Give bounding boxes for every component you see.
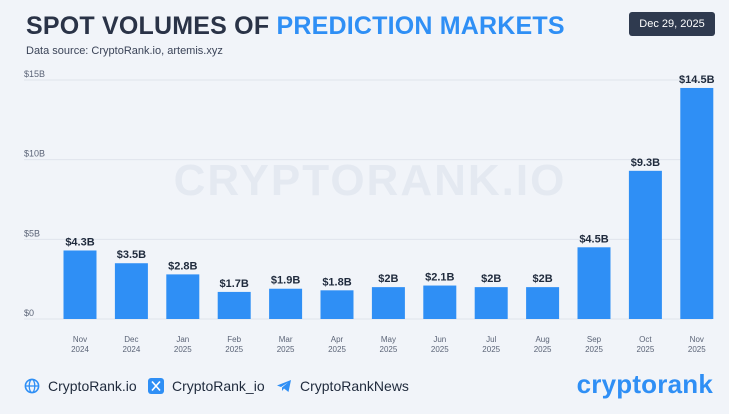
y-tick-label: $5B	[24, 228, 40, 238]
x-tick-label: 2025	[380, 345, 398, 354]
x-tick-label: 2025	[482, 345, 500, 354]
x-tick-label: Jan	[176, 335, 189, 344]
bar-value-label: $1.8B	[322, 276, 351, 288]
x-tick-label: 2025	[534, 345, 552, 354]
y-tick-label: $15B	[24, 69, 45, 79]
x-tick-label: Oct	[639, 335, 652, 344]
x-tick-label: 2024	[71, 345, 89, 354]
x-tick-label: Nov	[73, 335, 87, 344]
title-part-1: SPOT VOLUMES OF	[26, 12, 270, 40]
bar-value-label: $2B	[481, 273, 501, 285]
bar	[269, 288, 303, 319]
data-source: Data source: CryptoRank.io, artemis.xyz	[26, 45, 223, 57]
x-tick-label: Mar	[279, 335, 293, 344]
bar	[114, 263, 148, 319]
telegram-icon	[277, 380, 291, 392]
x-tick-label: 2025	[585, 345, 603, 354]
bar-value-label: $1.7B	[220, 278, 249, 290]
bar-value-label: $1.9B	[271, 275, 300, 287]
globe-icon	[24, 378, 40, 394]
x-tick-label: Apr	[331, 335, 344, 344]
title-part-2: PREDICTION MARKETS	[276, 12, 565, 40]
bar	[526, 287, 560, 319]
x-tick-label: 2025	[277, 345, 295, 354]
footer-telegram-link[interactable]: CryptoRankNews	[276, 376, 409, 396]
bar	[217, 291, 251, 319]
bar-chart: CRYPTORANK.IO $0$5B$10B$15B $4.3BNov2024…	[24, 69, 715, 354]
bar	[474, 287, 508, 319]
x-tick-label: 2024	[123, 345, 141, 354]
watermark: CRYPTORANK.IO	[174, 156, 567, 205]
x-tick-label: Feb	[227, 335, 241, 344]
bar	[371, 287, 405, 319]
bar-value-label: $2B	[378, 273, 398, 285]
bar	[577, 247, 611, 319]
bar-value-label: $4.5B	[579, 233, 608, 245]
x-tick-label: Jul	[486, 335, 496, 344]
x-logo-icon	[148, 378, 164, 394]
x-tick-label: 2025	[688, 345, 706, 354]
x-tick-label: 2025	[431, 345, 449, 354]
x-tick-label: May	[381, 335, 396, 344]
x-tick-label: 2025	[328, 345, 346, 354]
bar	[63, 250, 97, 319]
bar-value-label: $3.5B	[117, 249, 146, 261]
bar	[680, 87, 714, 319]
x-tick-label: Jun	[433, 335, 446, 344]
x-tick-label: Aug	[535, 335, 549, 344]
footer-site-link[interactable]: CryptoRank.io	[24, 376, 137, 396]
bar	[628, 170, 662, 319]
bar-value-label: $4.3B	[65, 236, 94, 248]
bar-value-label: $2.8B	[168, 260, 197, 272]
x-tick-label: Sep	[587, 335, 602, 344]
bar	[166, 274, 200, 319]
footer-x-label: CryptoRank_io	[172, 378, 265, 394]
footer-telegram-label: CryptoRankNews	[300, 378, 409, 394]
y-tick-label: $10B	[24, 149, 45, 159]
bar	[423, 285, 457, 319]
x-tick-label: 2025	[637, 345, 655, 354]
x-tick-label: Nov	[690, 335, 704, 344]
bar-value-label: $9.3B	[631, 157, 660, 169]
cryptorank-logo: cryptorank	[576, 369, 713, 399]
date-badge: Dec 29, 2025	[629, 12, 715, 36]
bar-value-label: $2.1B	[425, 272, 454, 284]
footer-x-link[interactable]: CryptoRank_io	[148, 376, 265, 396]
x-tick-label: 2025	[174, 345, 192, 354]
y-tick-label: $0	[24, 308, 34, 318]
chart-title: SPOT VOLUMES OF PREDICTION MARKETS	[26, 12, 565, 41]
bar-value-label: $2B	[533, 273, 553, 285]
footer-site-label: CryptoRank.io	[48, 378, 137, 394]
x-tick-label: Dec	[124, 335, 138, 344]
bar-value-label: $14.5B	[679, 74, 715, 86]
bar	[320, 290, 354, 319]
x-tick-label: 2025	[225, 345, 243, 354]
footer: CryptoRank.io CryptoRank_io CryptoRankNe…	[0, 366, 729, 406]
